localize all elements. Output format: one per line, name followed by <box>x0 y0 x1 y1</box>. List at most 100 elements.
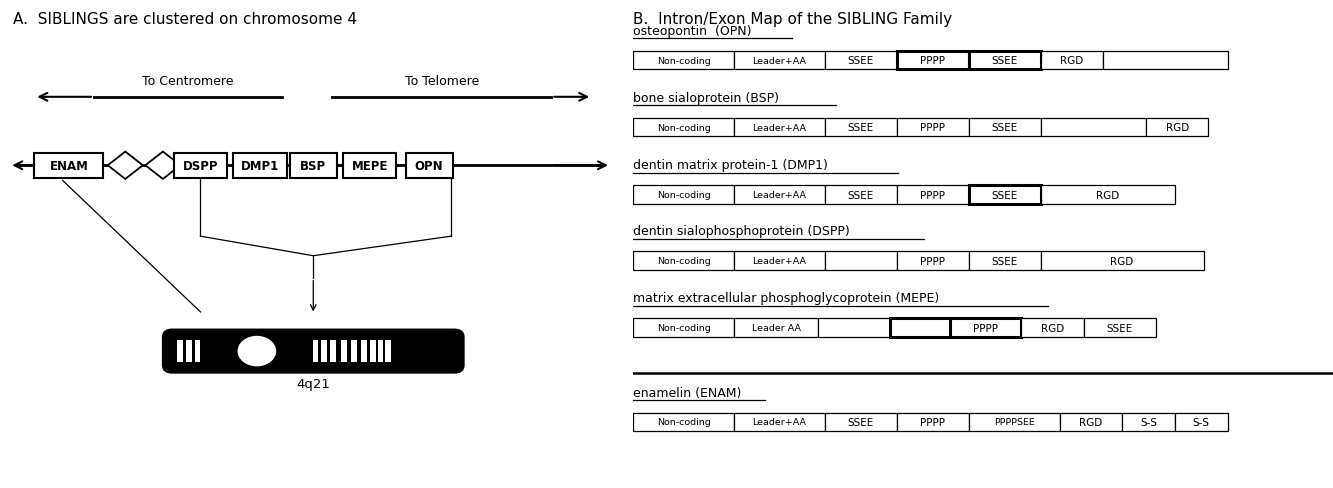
Bar <box>633 52 734 70</box>
Text: osteopontin  (OPN): osteopontin (OPN) <box>633 24 752 38</box>
Text: ENAM: ENAM <box>49 160 88 172</box>
Text: RGD: RGD <box>1110 256 1134 266</box>
Text: Non-coding: Non-coding <box>657 418 710 427</box>
Text: DMP1: DMP1 <box>241 160 279 172</box>
Bar <box>1041 119 1146 137</box>
Text: Non-coding: Non-coding <box>657 57 710 65</box>
Text: enamelin (ENAM): enamelin (ENAM) <box>633 386 741 399</box>
Text: dentin sialophosphoprotein (DSPP): dentin sialophosphoprotein (DSPP) <box>633 224 850 238</box>
Bar <box>352 340 357 363</box>
Bar <box>734 252 825 270</box>
Bar <box>341 340 347 363</box>
Text: SSEE: SSEE <box>992 56 1018 66</box>
Bar <box>969 252 1041 270</box>
Bar <box>1041 52 1102 70</box>
Text: SSEE: SSEE <box>848 56 874 66</box>
Bar <box>331 340 336 363</box>
Text: bone sialoprotein (BSP): bone sialoprotein (BSP) <box>633 91 780 104</box>
Text: PPPP: PPPP <box>920 123 945 133</box>
Text: PPPP: PPPP <box>920 190 945 200</box>
Bar <box>969 186 1041 204</box>
Text: Non-coding: Non-coding <box>657 324 710 332</box>
Text: SSEE: SSEE <box>1106 323 1133 333</box>
Text: DSPP: DSPP <box>183 160 219 172</box>
Text: SSEE: SSEE <box>992 190 1018 200</box>
Text: RGD: RGD <box>1096 190 1120 200</box>
Bar <box>969 413 1060 431</box>
Text: Leader AA: Leader AA <box>752 324 801 332</box>
Bar <box>1122 413 1174 431</box>
Text: Leader+AA: Leader+AA <box>752 418 806 427</box>
Bar <box>405 153 453 179</box>
Text: PPPP: PPPP <box>920 56 945 66</box>
Text: RGD: RGD <box>1080 417 1102 427</box>
Bar <box>1021 319 1084 337</box>
Bar <box>734 319 818 337</box>
Bar <box>35 153 104 179</box>
Bar <box>361 340 367 363</box>
Bar <box>897 252 969 270</box>
Bar <box>825 52 897 70</box>
Text: PPPP: PPPP <box>973 323 998 333</box>
Text: SSEE: SSEE <box>848 190 874 200</box>
FancyBboxPatch shape <box>163 330 464 373</box>
Bar <box>897 52 969 70</box>
Bar <box>195 340 200 363</box>
Bar <box>289 153 337 179</box>
Bar <box>890 319 949 337</box>
Bar <box>1174 413 1228 431</box>
Bar <box>734 413 825 431</box>
Text: To Telomere: To Telomere <box>404 75 479 88</box>
Bar <box>825 252 897 270</box>
Text: A.  SIBLINGS are clustered on chromosome 4: A. SIBLINGS are clustered on chromosome … <box>12 12 356 27</box>
Bar <box>177 340 183 363</box>
Text: PPPP: PPPP <box>920 417 945 427</box>
Bar <box>1102 52 1228 70</box>
Text: Leader+AA: Leader+AA <box>752 57 806 65</box>
Text: RGD: RGD <box>1060 56 1084 66</box>
Text: RGD: RGD <box>1165 123 1189 133</box>
Text: S-S: S-S <box>1140 417 1157 427</box>
Bar <box>1084 319 1156 337</box>
Bar <box>633 119 734 137</box>
Bar <box>371 340 376 363</box>
Bar <box>1146 119 1209 137</box>
Text: S-S: S-S <box>1193 417 1209 427</box>
Bar <box>313 340 319 363</box>
Bar <box>949 319 1021 337</box>
Text: Leader+AA: Leader+AA <box>752 123 806 132</box>
Text: dentin matrix protein-1 (DMP1): dentin matrix protein-1 (DMP1) <box>633 159 828 172</box>
Bar <box>377 340 384 363</box>
Bar <box>818 319 890 337</box>
Bar <box>897 186 969 204</box>
Bar <box>734 186 825 204</box>
Text: RGD: RGD <box>1041 323 1064 333</box>
Bar <box>633 319 734 337</box>
Text: BSP: BSP <box>300 160 327 172</box>
Text: SSEE: SSEE <box>848 123 874 133</box>
Text: OPN: OPN <box>415 160 444 172</box>
Text: MEPE: MEPE <box>352 160 388 172</box>
Bar <box>825 186 897 204</box>
Polygon shape <box>145 152 180 180</box>
Bar <box>633 252 734 270</box>
Bar <box>825 119 897 137</box>
Text: B.  Intron/Exon Map of the SIBLING Family: B. Intron/Exon Map of the SIBLING Family <box>633 12 952 27</box>
Bar <box>233 153 287 179</box>
Bar <box>825 413 897 431</box>
Polygon shape <box>108 152 143 180</box>
Bar <box>173 153 227 179</box>
Bar <box>969 52 1041 70</box>
Bar <box>343 153 396 179</box>
Bar <box>969 119 1041 137</box>
Text: SSEE: SSEE <box>992 123 1018 133</box>
Text: PPPPSEE: PPPPSEE <box>994 418 1034 427</box>
Text: Leader+AA: Leader+AA <box>752 257 806 265</box>
Bar <box>633 413 734 431</box>
Text: SSEE: SSEE <box>992 256 1018 266</box>
Text: Leader+AA: Leader+AA <box>752 191 806 200</box>
Text: Non-coding: Non-coding <box>657 191 710 200</box>
Bar <box>633 186 734 204</box>
Bar <box>1041 252 1204 270</box>
Bar <box>897 119 969 137</box>
